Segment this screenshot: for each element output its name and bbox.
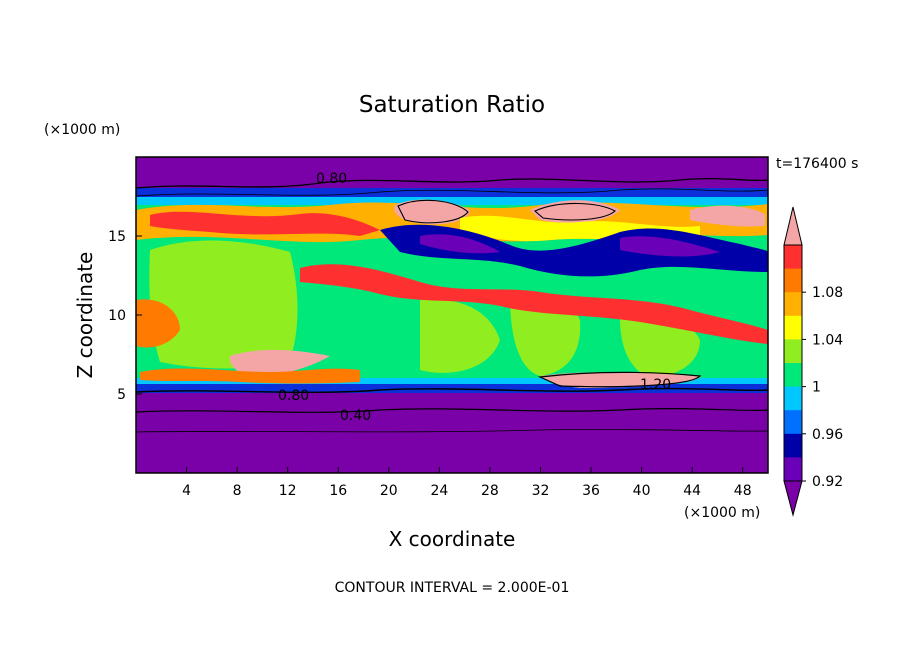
contour-upper-2 (136, 188, 768, 197)
colorbar-swatch (784, 245, 802, 270)
contour-base-1 (136, 387, 768, 394)
colorbar-label: 1 (812, 380, 821, 396)
time-label: t=176400 s (776, 156, 858, 172)
colorbar-label: 1.04 (812, 332, 843, 348)
patch-pink-lower-right (540, 372, 700, 388)
colorbar-swatch (784, 315, 802, 340)
colorbar: 1.08 1.04 1 0.96 0.92 (783, 206, 843, 517)
colorbar-top-arrow (783, 206, 803, 246)
x-tick-label: 4 (182, 483, 191, 499)
colorbar-swatch (784, 457, 802, 482)
x-unit-label: (×1000 m) (684, 505, 760, 521)
colorbar-label: 0.92 (812, 474, 843, 490)
patch-purple-dry-2 (620, 236, 720, 257)
patch-light-green-right-2 (620, 314, 700, 378)
x-tick-label: 20 (380, 483, 398, 499)
colorbar-swatch (784, 410, 802, 435)
y-tick-label: 15 (108, 229, 126, 245)
patch-red-mid-belt (300, 264, 768, 344)
heatmap-field (136, 157, 768, 473)
y-axis-ticks: 5 10 15 (108, 229, 142, 403)
x-tick-label: 48 (734, 483, 752, 499)
patch-pink-upper-3 (690, 205, 765, 227)
x-tick-label: 8 (233, 483, 242, 499)
band-lower-cyan (136, 378, 768, 386)
y-tick-label: 5 (117, 387, 126, 403)
band-lower-purple (136, 393, 768, 473)
x-tick-label: 12 (279, 483, 297, 499)
x-tick-label: 36 (582, 483, 600, 499)
colorbar-swatch (784, 386, 802, 411)
patch-light-green-center (420, 299, 500, 373)
contour-label-base: 0.80 (278, 388, 309, 404)
y-unit-label: (×1000 m) (44, 122, 120, 138)
colorbar-swatch (784, 339, 802, 364)
colorbar-bottom-arrow (783, 480, 803, 517)
contour-pink-upper-2 (533, 202, 616, 221)
colorbar-swatch (784, 292, 802, 317)
contour-label-top: 0.80 (316, 171, 347, 187)
patch-purple-dry (420, 234, 500, 254)
x-axis-ticks: 4 8 12 16 20 24 28 32 36 40 44 48 (182, 467, 752, 499)
contour-interval-note: CONTOUR INTERVAL = 2.000E-01 (335, 580, 570, 596)
x-tick-label: 40 (633, 483, 651, 499)
colorbar-label: 1.08 (812, 285, 843, 301)
patch-light-green-left (149, 240, 298, 369)
y-axis-label: Z coordinate (73, 252, 97, 379)
x-tick-label: 32 (532, 483, 550, 499)
contour-base-2 (136, 408, 768, 413)
colorbar-swatch (784, 433, 802, 458)
contour-base-3 (136, 429, 768, 433)
patch-red-upper (150, 211, 380, 236)
x-tick-label: 28 (481, 483, 499, 499)
band-upper-cyan (136, 197, 768, 207)
x-tick-label: 16 (329, 483, 347, 499)
contour-label-lower: 0.40 (340, 408, 371, 424)
chart-title: Saturation Ratio (359, 92, 545, 118)
contour-pink-right (537, 371, 702, 388)
patch-orange-lower-band (140, 368, 360, 384)
patch-light-green-right-1 (510, 294, 581, 376)
x-tick-label: 24 (430, 483, 448, 499)
patch-pink-lower-left (229, 349, 330, 378)
colorbar-swatch (784, 363, 802, 388)
patch-dark-blue-dry (380, 224, 768, 277)
x-axis-label: X coordinate (389, 527, 516, 551)
colorbar-label: 0.96 (812, 427, 843, 443)
contour-upper (136, 177, 768, 189)
contour-label-pink: 1.20 (640, 377, 671, 393)
x-tick-label: 44 (683, 483, 701, 499)
colorbar-swatch (784, 268, 802, 293)
contour-pink-upper (397, 199, 469, 224)
patch-orange-left-edge (136, 299, 180, 348)
y-tick-label: 10 (108, 308, 126, 324)
patch-pink-upper-1 (394, 199, 470, 225)
